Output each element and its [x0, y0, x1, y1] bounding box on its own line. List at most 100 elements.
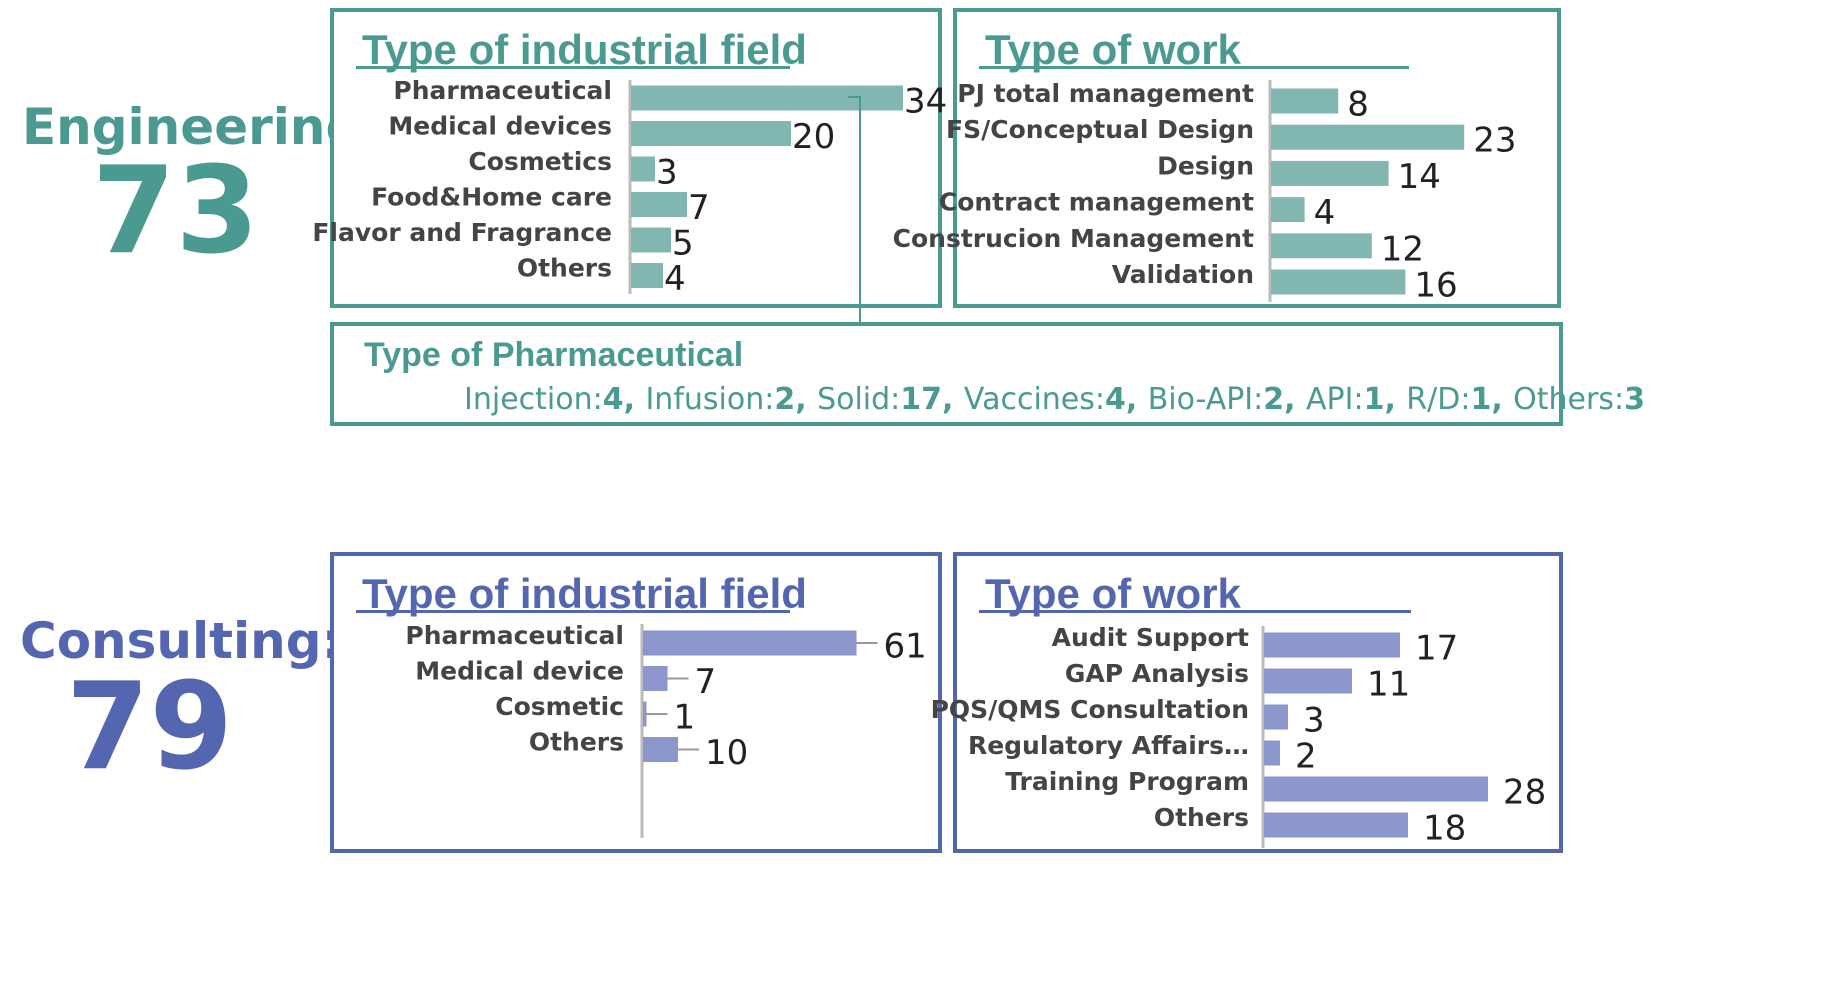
- value-label: 10: [705, 733, 748, 773]
- bar: [631, 263, 663, 288]
- eng-work-panel: Type of work PJ total management 8 FS/Conc…: [893, 8, 1561, 308]
- category-label: FS/Conceptual Design: [946, 115, 1254, 144]
- bar: [1271, 197, 1305, 223]
- value-label: 14: [1398, 157, 1441, 197]
- pharma-item-separator: ,: [795, 382, 818, 417]
- eng-field-title: Type of industrial field: [362, 26, 807, 73]
- category-label: Training Program: [1005, 767, 1249, 796]
- category-label: Flavor and Fragrance: [312, 218, 612, 247]
- category-label: Pharmaceutical: [405, 621, 624, 650]
- value-label: 4: [664, 259, 686, 299]
- bar: [1271, 269, 1406, 295]
- category-label: PQS/QMS Consultation: [931, 695, 1249, 724]
- pharma-item-name: Vaccines:: [963, 382, 1105, 417]
- consulting-label: Consulting:: [20, 612, 342, 670]
- eng-field-panel: Type of industrial field Pharmaceutical 3…: [312, 8, 947, 308]
- bar: [631, 192, 687, 217]
- category-label: Medical devices: [388, 112, 612, 141]
- pharma-item: Bio-API:2: [1148, 382, 1284, 417]
- engineering-label: Engineering:: [22, 98, 382, 156]
- pharma-item-name: Others:: [1513, 382, 1625, 417]
- con-field-title: Type of industrial field: [362, 570, 807, 617]
- pharma-item-value: 17: [900, 382, 943, 417]
- con-field-title-rule: [356, 610, 790, 613]
- category-label: Regulatory Affairs…: [968, 731, 1249, 760]
- value-label: 2: [1295, 737, 1317, 777]
- con-work-title-rule: [979, 610, 1411, 613]
- pharma-item-name: Bio-API:: [1147, 382, 1264, 417]
- category-label: Pharmaceutical: [393, 76, 612, 105]
- pharma-item-value: 4: [1104, 382, 1126, 417]
- bar: [1264, 668, 1352, 694]
- category-label: Others: [517, 254, 612, 283]
- pharma-item-separator: ,: [1491, 382, 1514, 417]
- category-label: Validation: [1112, 260, 1254, 289]
- con-field-panel: Type of industrial field Pharmaceutical 6…: [330, 552, 942, 853]
- value-label: 23: [1473, 121, 1516, 161]
- eng-field-title-rule: [356, 66, 790, 69]
- bar: [1271, 88, 1339, 114]
- pharma-item-name: API:: [1305, 382, 1364, 417]
- value-label: 28: [1503, 773, 1546, 813]
- value-label: 7: [688, 188, 710, 228]
- bar: [631, 227, 671, 253]
- bar: [631, 85, 903, 111]
- pharma-item-value: 1: [1470, 382, 1492, 417]
- category-label: Construcion Management: [893, 224, 1254, 253]
- pharma-item: Injection:4: [464, 382, 624, 417]
- category-label: Food&Home care: [371, 183, 612, 212]
- con-work-panel: Type of work Audit Support 17 GAP Analysis…: [931, 552, 1563, 853]
- value-label: 16: [1414, 266, 1457, 306]
- value-label: 7: [695, 662, 717, 702]
- bar: [1271, 233, 1372, 259]
- value-label: 34: [904, 82, 947, 122]
- pharma-item: Others:3: [1513, 382, 1645, 417]
- bar: [1271, 160, 1389, 186]
- category-label: Audit Support: [1052, 623, 1249, 652]
- con-work-chart: Audit Support 17 GAP Analysis 11 PQS/QMS Con…: [931, 623, 1547, 849]
- pharma-item: Infusion:2: [645, 382, 795, 417]
- value-label: 3: [656, 153, 678, 193]
- con-field-chart: Pharmaceutical 61 Medical device 7 Cosmetic 1…: [405, 621, 927, 838]
- bar: [1271, 124, 1465, 150]
- bar: [1264, 776, 1488, 802]
- category-label: Medical device: [415, 657, 624, 686]
- bar: [1264, 812, 1408, 838]
- bar: [643, 737, 678, 762]
- value-label: 8: [1347, 85, 1369, 125]
- eng-work-title-rule: [979, 66, 1409, 69]
- eng-work-title: Type of work: [985, 26, 1241, 73]
- bar: [631, 156, 655, 182]
- category-label: Cosmetics: [468, 147, 612, 176]
- value-label: 61: [884, 627, 927, 667]
- pharma-item-name: Infusion:: [645, 382, 775, 417]
- category-label: Contract management: [939, 188, 1254, 217]
- pharma-breakdown-panel: Type of Pharmaceutical Injection:4, Infu…: [330, 322, 1645, 426]
- bar: [1264, 740, 1280, 766]
- pharma-item-separator: ,: [942, 382, 964, 417]
- pharma-breakdown-title: Type of Pharmaceutical: [364, 336, 744, 374]
- pharma-item-value: 2: [774, 382, 796, 417]
- bar: [643, 666, 668, 691]
- category-label: PJ total management: [957, 79, 1254, 108]
- eng-work-chart: PJ total management 8 FS/Conceptual Design…: [893, 79, 1517, 306]
- pharma-item-separator: ,: [1284, 382, 1306, 417]
- pharma-item-value: 3: [1624, 382, 1645, 417]
- pharma-item: API:1: [1306, 382, 1384, 417]
- pharma-item-separator: ,: [623, 382, 646, 417]
- pharma-item-value: 2: [1263, 382, 1285, 417]
- pharma-item-name: Injection:: [464, 382, 603, 417]
- category-label: Cosmetic: [495, 692, 624, 721]
- con-work-title: Type of work: [985, 570, 1241, 617]
- value-label: 1: [674, 698, 696, 738]
- pharma-item-separator: ,: [1125, 382, 1148, 417]
- pharma-breakdown-list: Injection:4, Infusion:2, Solid:17, Vacci…: [464, 382, 1645, 417]
- pharma-item-value: 1: [1363, 382, 1385, 417]
- value-label: 20: [792, 117, 835, 157]
- bar: [631, 121, 791, 146]
- pharma-item-name: R/D:: [1406, 382, 1471, 417]
- consulting-total: 79: [66, 658, 233, 797]
- value-label: 17: [1415, 629, 1458, 669]
- value-label: 18: [1423, 809, 1466, 849]
